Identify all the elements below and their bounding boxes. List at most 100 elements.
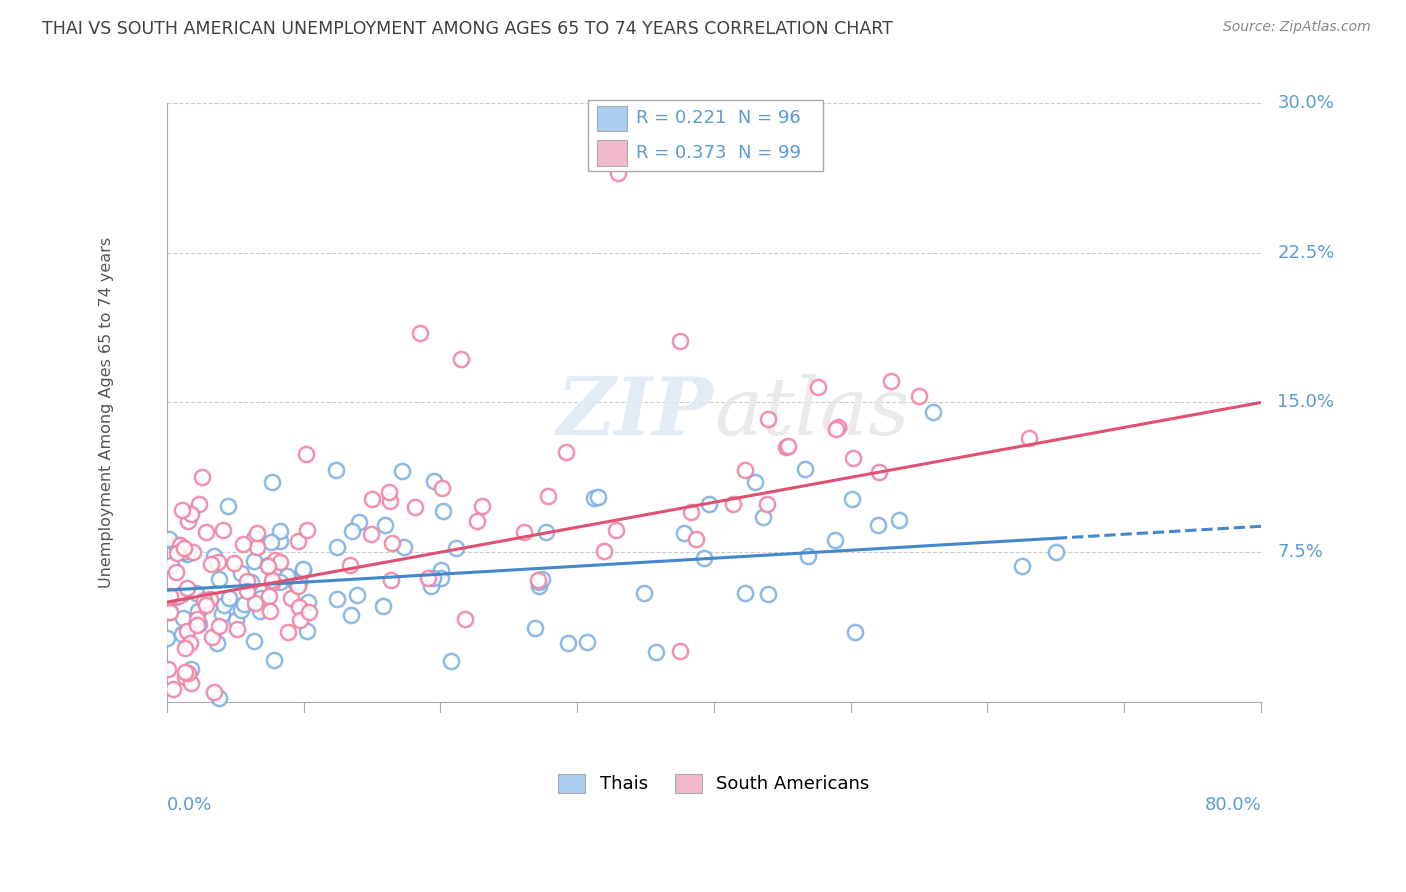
Point [866, 518, 889, 533]
Point [160, 558, 183, 573]
Point [842, 450, 865, 465]
Point [593, 544, 616, 558]
Point [669, 644, 692, 658]
Point [172, 626, 194, 640]
Point [529, 574, 551, 589]
Point [276, 568, 298, 582]
Point [232, 537, 254, 551]
Point [530, 572, 553, 586]
Point [225, 622, 247, 636]
Point [325, 540, 347, 554]
Point [243, 554, 266, 568]
Bar [596, 140, 627, 166]
Point [326, 592, 349, 607]
Point [211, 607, 233, 622]
Point [195, 524, 218, 539]
Point [471, 499, 494, 513]
Point [339, 558, 361, 572]
Point [554, 445, 576, 459]
Point [633, 586, 655, 600]
Point [430, 563, 453, 577]
Point [391, 464, 413, 478]
Text: R = 0.221  N = 96: R = 0.221 N = 96 [637, 110, 801, 128]
Point [240, 574, 263, 589]
Point [233, 598, 256, 612]
Point [440, 655, 463, 669]
Point [156, 662, 179, 676]
Point [340, 524, 363, 538]
Point [537, 489, 560, 503]
Point [325, 463, 347, 477]
Point [202, 549, 225, 564]
Point [681, 505, 703, 519]
Point [605, 523, 627, 537]
Point [404, 500, 426, 515]
Text: R = 0.373  N = 99: R = 0.373 N = 99 [637, 145, 801, 162]
Point [264, 553, 287, 567]
Point [775, 440, 797, 454]
Point [444, 541, 467, 556]
Point [374, 518, 396, 533]
Point [868, 466, 890, 480]
Point [430, 571, 453, 585]
Point [420, 579, 443, 593]
Point [173, 541, 195, 555]
Point [257, 558, 280, 572]
Point [756, 411, 779, 425]
Point [162, 681, 184, 696]
Point [245, 596, 267, 610]
Point [165, 565, 187, 579]
Text: 22.5%: 22.5% [1278, 244, 1334, 261]
Point [907, 389, 929, 403]
Point [207, 636, 229, 650]
Text: 0.0%: 0.0% [167, 796, 212, 814]
Point [176, 581, 198, 595]
Point [250, 591, 273, 605]
Point [297, 595, 319, 609]
Point [381, 536, 404, 550]
Point [723, 497, 745, 511]
Point [360, 526, 382, 541]
Point [262, 475, 284, 489]
Point [176, 624, 198, 639]
Point [607, 166, 630, 180]
Point [207, 690, 229, 705]
Point [284, 575, 307, 590]
Point [432, 504, 454, 518]
Point [170, 587, 193, 601]
Point [180, 508, 202, 522]
Point [361, 491, 384, 506]
Point [177, 665, 200, 680]
Point [229, 566, 252, 580]
Text: Source: ZipAtlas.com: Source: ZipAtlas.com [1223, 20, 1371, 34]
Point [193, 592, 215, 607]
Point [187, 604, 209, 618]
Point [844, 624, 866, 639]
Point [201, 630, 224, 644]
Point [744, 475, 766, 489]
Text: 30.0%: 30.0% [1278, 94, 1334, 112]
Point [880, 374, 903, 388]
Point [181, 545, 204, 559]
Point [1045, 545, 1067, 559]
Point [380, 573, 402, 587]
Point [529, 579, 551, 593]
Point [297, 523, 319, 537]
Point [824, 533, 846, 547]
Point [734, 463, 756, 477]
Point [280, 591, 302, 605]
Point [378, 494, 401, 508]
Point [673, 526, 696, 541]
Point [392, 540, 415, 554]
Point [184, 586, 207, 600]
Point [526, 573, 548, 587]
Point [269, 555, 291, 569]
Point [169, 538, 191, 552]
Point [174, 640, 197, 655]
Point [1011, 559, 1033, 574]
Point [825, 422, 848, 436]
Point [257, 558, 280, 573]
Point [422, 475, 444, 489]
Point [200, 592, 222, 607]
Point [224, 556, 246, 570]
